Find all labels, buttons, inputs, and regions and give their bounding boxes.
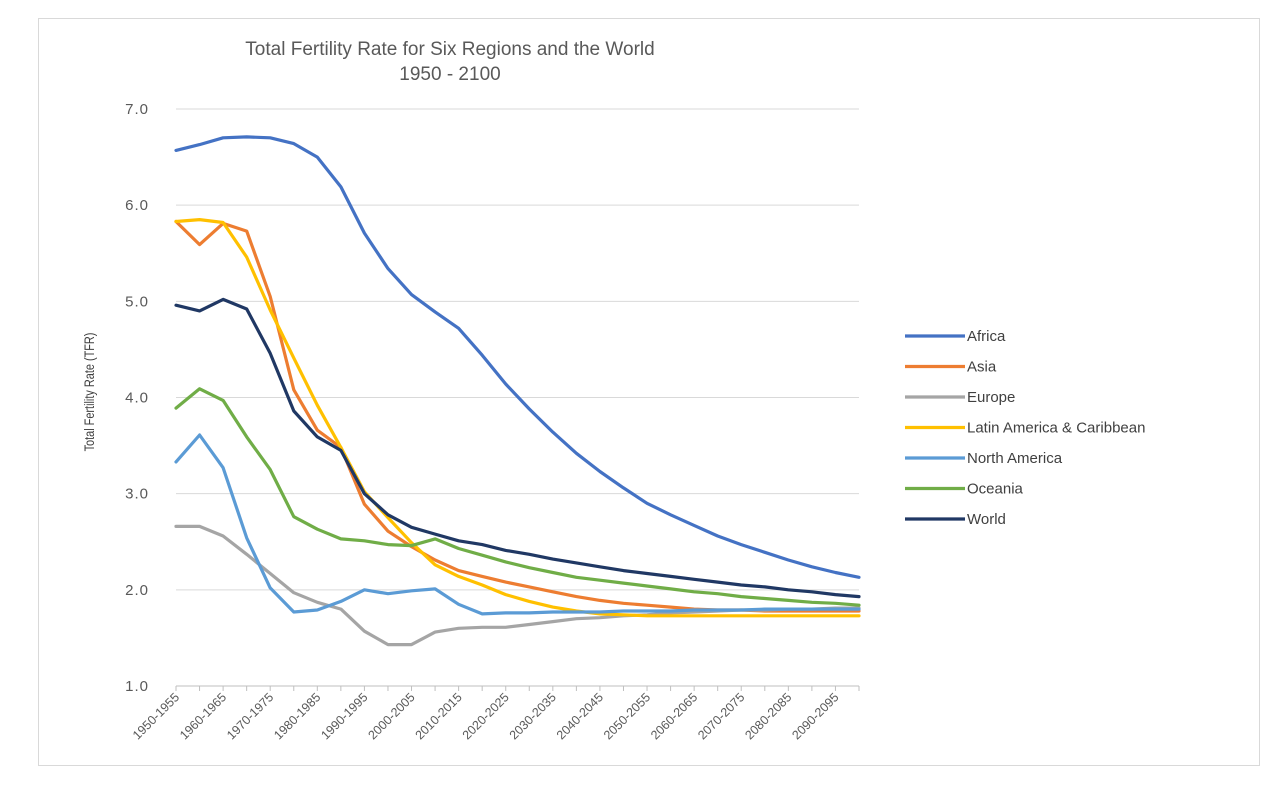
x-axis-ticks: 1950-19551960-19651970-19751980-19851990… xyxy=(130,686,860,742)
x-tick-label: 2030-2035 xyxy=(507,690,559,742)
y-tick-label: 5.0 xyxy=(125,293,149,310)
series-line-oceania xyxy=(174,387,861,607)
y-tick-label: 1.0 xyxy=(125,678,149,695)
x-tick-label: 2040-2045 xyxy=(554,690,606,742)
x-tick-label: 2080-2085 xyxy=(742,690,794,742)
x-tick-label: 1990-1995 xyxy=(318,690,370,742)
y-tick-label: 6.0 xyxy=(125,197,149,214)
y-tick-label: 4.0 xyxy=(125,390,149,407)
x-tick-label: 2000-2005 xyxy=(365,690,417,742)
series-line-north-america xyxy=(174,433,861,616)
legend-label: Asia xyxy=(967,359,997,376)
legend-label: North America xyxy=(967,450,1063,467)
y-tick-label: 3.0 xyxy=(125,486,149,503)
series-line-africa xyxy=(174,135,861,579)
x-tick-label: 2010-2015 xyxy=(413,690,465,742)
chart-frame: Total Fertility Rate for Six Regions and… xyxy=(38,18,1260,766)
legend-label: Latin America & Caribbean xyxy=(967,420,1145,437)
x-tick-label: 1960-1965 xyxy=(177,690,229,742)
fertility-line-chart: Total Fertility Rate for Six Regions and… xyxy=(82,39,1146,742)
y-tick-label: 2.0 xyxy=(125,582,149,599)
y-axis-ticks: 1.0 2.0 3.0 4.0 5.0 6.0 7.0 xyxy=(125,101,149,695)
series-line-latin-america-caribbean xyxy=(174,218,861,618)
y-axis-label: Total Fertility Rate (TFR) xyxy=(82,333,98,452)
chart-subtitle: 1950 - 2100 xyxy=(399,64,500,85)
x-tick-label: 2060-2065 xyxy=(648,690,700,742)
series-line-world xyxy=(174,297,861,599)
x-tick-label: 2090-2095 xyxy=(789,690,841,742)
legend-label: Europe xyxy=(967,389,1015,406)
y-tick-label: 7.0 xyxy=(125,101,149,118)
x-tick-label: 1970-1975 xyxy=(224,690,276,742)
x-tick-label: 2070-2075 xyxy=(695,690,747,742)
series-lines xyxy=(174,135,861,647)
x-tick-label: 1980-1985 xyxy=(271,690,323,742)
chart-title: Total Fertility Rate for Six Regions and… xyxy=(245,39,654,60)
x-tick-label: 1950-1955 xyxy=(130,690,182,742)
x-tick-label: 2050-2055 xyxy=(601,690,653,742)
legend-label: World xyxy=(967,511,1006,528)
x-tick-label: 2020-2025 xyxy=(460,690,512,742)
legend-label: Oceania xyxy=(967,481,1024,498)
legend: Africa Asia Europe Latin America & Caribbea… xyxy=(905,328,1145,528)
legend-label: Africa xyxy=(967,328,1006,345)
